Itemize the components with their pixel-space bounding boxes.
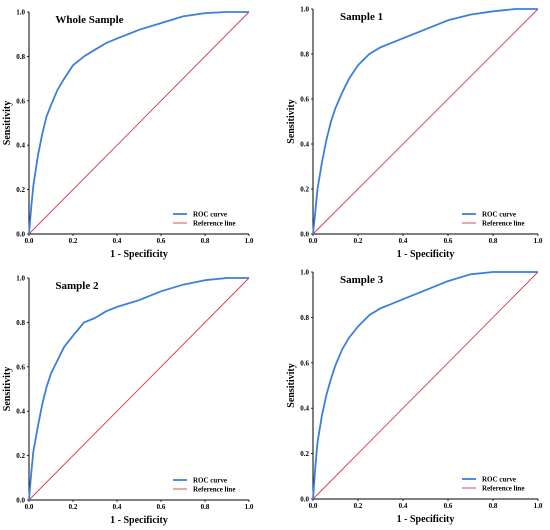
x-tick-label: 0.4 [113,237,122,245]
y-tick-label: 0.2 [300,186,309,194]
y-tick-label: 0.4 [300,141,309,149]
x-tick-label: 0.2 [69,237,78,245]
roc-panel-2: 0.0 0.2 0.4 0.6 0.8 1.0 0.0 0.2 0.4 0.6 0.8 1.0 1 - … [286,6,543,261]
y-tick-label: 0.0 [300,231,309,239]
legend-label: ROC curve [193,477,227,485]
y-tick-label: 0.6 [16,97,25,105]
panel-title: Sample 1 [340,11,383,23]
x-tick-label: 0.4 [399,237,408,245]
y-tick-label: 1.0 [300,6,309,14]
x-tick-label: 0.6 [157,503,166,511]
roc-panel-3: 0.0 0.2 0.4 0.6 0.8 1.0 0.0 0.2 0.4 0.6 0.8 1.0 1 - … [2,275,254,527]
x-axis-label: 1 - Specificity [110,515,168,526]
y-tick-label: 0.2 [300,450,309,458]
x-tick-label: 0.8 [201,237,210,245]
x-tick-label: 0.6 [444,237,453,245]
reference-line [312,271,539,500]
y-axis-label: Sensitivity [286,99,297,143]
y-tick-label: 0.4 [16,142,25,150]
y-tick-label: 0.8 [16,53,25,61]
x-tick-label: 0.8 [489,237,498,245]
x-tick-label: 1.0 [534,502,543,510]
x-tick-label: 0.4 [399,502,408,510]
panel-title: Sample 3 [340,274,384,286]
y-axis-label: Sensitivity [286,363,297,407]
y-tick-label: 0.0 [16,497,25,505]
y-tick-label: 1.0 [16,275,25,283]
y-tick-label: 0.2 [16,186,25,194]
panel-title: Whole Sample [55,14,123,26]
reference-line [28,11,250,235]
legend-label: ROC curve [482,211,516,219]
x-tick-label: 1.0 [245,503,254,511]
roc-curve-line [28,11,249,235]
x-tick-label: 0.0 [25,237,34,245]
x-tick-label: 1.0 [245,237,254,245]
y-axis-label: Sensitivity [2,367,13,411]
legend-label: Reference line [193,220,235,228]
panel-title: Sample 2 [55,280,99,292]
y-tick-label: 0.2 [16,452,25,460]
y-tick-label: 0.6 [16,363,25,371]
legend-label: Reference line [193,486,235,494]
y-tick-label: 1.0 [16,9,25,17]
roc-panel-1: 0.0 0.2 0.4 0.6 0.8 1.0 0.0 0.2 0.4 0.6 0.8 1.0 1 - … [2,9,254,261]
x-tick-label: 1.0 [534,237,543,245]
roc-curve-line [312,271,538,500]
roc-panel-4: 0.0 0.2 0.4 0.6 0.8 1.0 0.0 0.2 0.4 0.6 0.8 1.0 1 - … [286,269,543,526]
y-tick-label: 0.4 [16,408,25,416]
y-tick-label: 0.8 [300,314,309,322]
y-axis-label: Sensitivity [2,101,13,145]
x-tick-label: 0.4 [113,503,122,511]
x-tick-label: 0.6 [444,502,453,510]
legend-label: ROC curve [482,476,516,484]
y-tick-label: 0.4 [300,405,309,413]
reference-line [28,277,250,501]
x-tick-label: 0.0 [309,502,318,510]
roc-curve-line [312,8,538,235]
x-tick-label: 0.8 [489,502,498,510]
y-tick-label: 0.0 [300,496,309,504]
y-tick-label: 1.0 [300,269,309,277]
y-tick-label: 0.6 [300,96,309,104]
x-tick-label: 0.0 [25,503,34,511]
y-tick-label: 0.6 [300,359,309,367]
reference-line [312,8,539,235]
y-tick-label: 0.8 [16,319,25,327]
x-tick-label: 0.6 [157,237,166,245]
x-tick-label: 0.2 [354,237,363,245]
x-tick-label: 0.2 [69,503,78,511]
x-axis-label: 1 - Specificity [397,249,455,260]
y-tick-label: 0.0 [16,231,25,239]
legend-label: Reference line [482,485,524,493]
x-tick-label: 0.2 [354,502,363,510]
legend-label: Reference line [482,220,524,228]
x-axis-label: 1 - Specificity [110,249,168,260]
x-axis-label: 1 - Specificity [397,514,455,525]
x-tick-label: 0.8 [201,503,210,511]
legend-label: ROC curve [193,211,227,219]
roc-curve-line [28,277,249,501]
x-tick-label: 0.0 [309,237,318,245]
y-tick-label: 0.8 [300,51,309,59]
